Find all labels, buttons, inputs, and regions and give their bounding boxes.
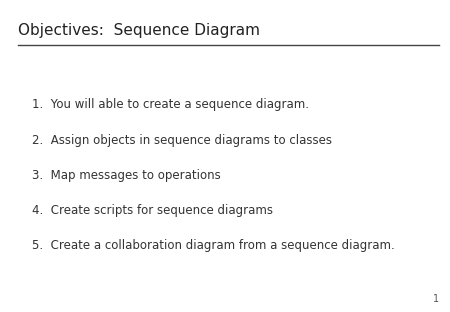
Text: 1: 1: [432, 294, 439, 304]
Text: Objectives:  Sequence Diagram: Objectives: Sequence Diagram: [18, 23, 260, 38]
Text: 5.  Create a collaboration diagram from a sequence diagram.: 5. Create a collaboration diagram from a…: [32, 239, 394, 252]
Text: 3.  Map messages to operations: 3. Map messages to operations: [32, 169, 220, 182]
Text: 1.  You will able to create a sequence diagram.: 1. You will able to create a sequence di…: [32, 98, 309, 111]
Text: 4.  Create scripts for sequence diagrams: 4. Create scripts for sequence diagrams: [32, 204, 273, 217]
Text: 2.  Assign objects in sequence diagrams to classes: 2. Assign objects in sequence diagrams t…: [32, 134, 332, 147]
